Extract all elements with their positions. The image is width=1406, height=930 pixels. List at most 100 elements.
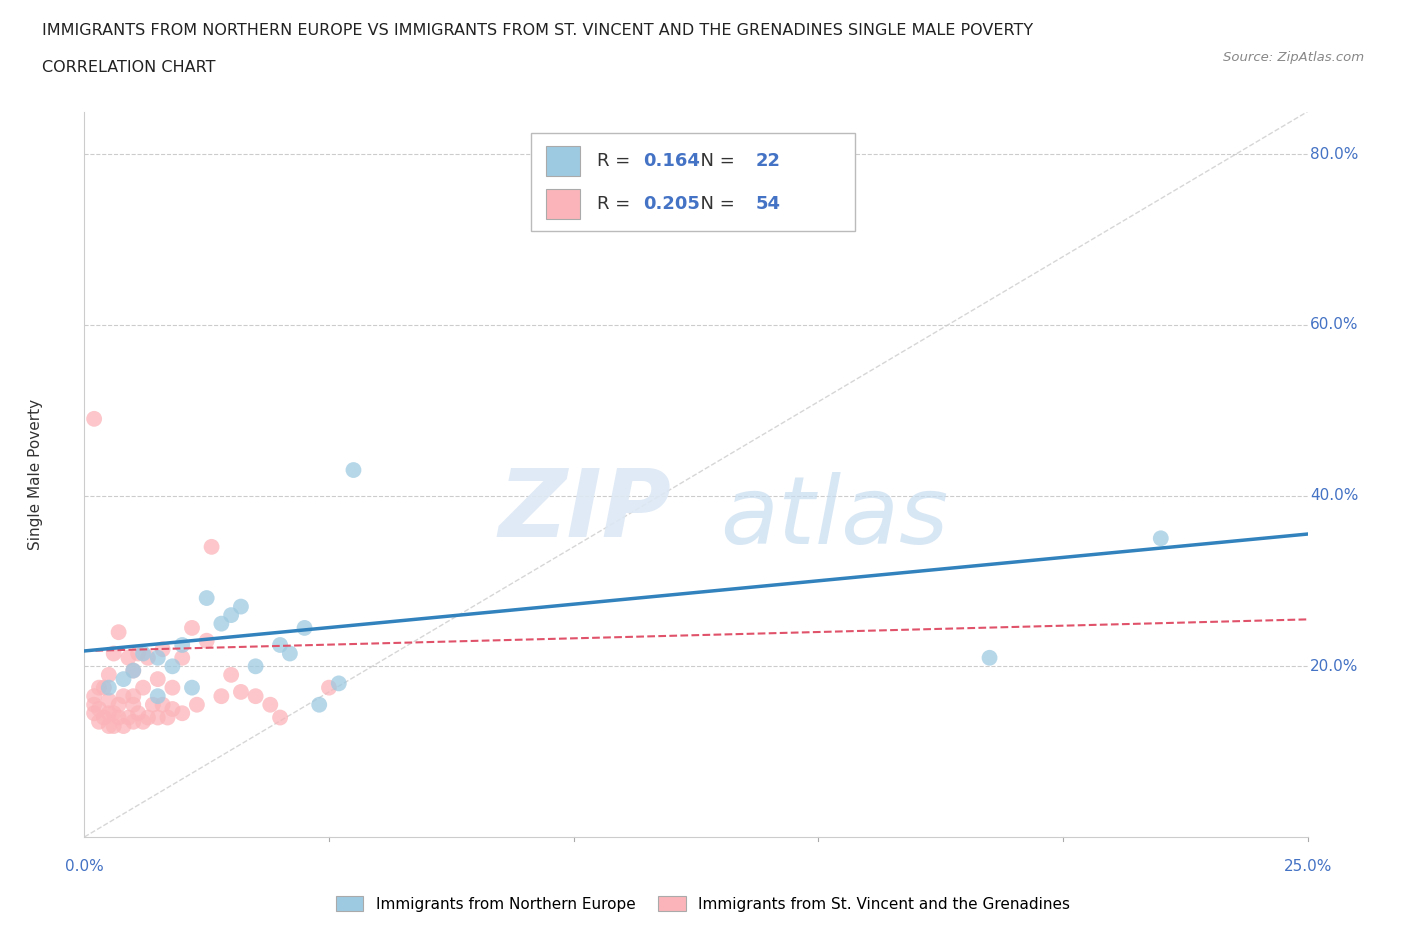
Bar xyxy=(546,189,579,219)
Point xyxy=(1150,531,1173,546)
Point xyxy=(136,711,159,725)
Text: 22: 22 xyxy=(756,152,780,170)
Point xyxy=(328,676,350,691)
Text: 25.0%: 25.0% xyxy=(1284,858,1331,874)
Point xyxy=(200,539,222,554)
Point xyxy=(136,650,159,665)
Point xyxy=(156,711,179,725)
Point xyxy=(219,668,242,683)
Point xyxy=(93,680,115,695)
Point xyxy=(269,711,291,725)
Point xyxy=(172,638,194,653)
Text: 54: 54 xyxy=(756,195,780,213)
Point xyxy=(146,711,169,725)
Point xyxy=(308,698,330,712)
Legend: Immigrants from Northern Europe, Immigrants from St. Vincent and the Grenadines: Immigrants from Northern Europe, Immigra… xyxy=(330,890,1076,918)
Point xyxy=(127,646,149,661)
Text: Source: ZipAtlas.com: Source: ZipAtlas.com xyxy=(1223,51,1364,64)
Point xyxy=(117,650,139,665)
Point xyxy=(269,638,291,653)
Point xyxy=(318,680,340,695)
Point xyxy=(97,706,120,721)
Text: 20.0%: 20.0% xyxy=(1310,658,1358,674)
Point xyxy=(229,599,252,614)
Point xyxy=(122,698,145,712)
Point xyxy=(112,719,135,734)
Point xyxy=(117,711,139,725)
Point xyxy=(132,646,155,661)
Point xyxy=(87,680,110,695)
Point xyxy=(122,663,145,678)
Text: R =: R = xyxy=(598,195,636,213)
Point xyxy=(83,698,105,712)
Text: N =: N = xyxy=(689,195,740,213)
Point xyxy=(245,689,267,704)
Point xyxy=(172,706,194,721)
Point xyxy=(103,719,125,734)
Text: atlas: atlas xyxy=(720,472,949,564)
Point xyxy=(181,620,204,635)
Point xyxy=(87,701,110,716)
Point xyxy=(152,698,174,712)
Point xyxy=(107,625,129,640)
Point xyxy=(186,698,208,712)
Point xyxy=(181,680,204,695)
Text: ZIP: ZIP xyxy=(499,465,672,556)
Bar xyxy=(546,146,579,176)
Point xyxy=(97,719,120,734)
Point xyxy=(107,711,129,725)
Point xyxy=(195,591,218,605)
Point xyxy=(97,693,120,708)
Point xyxy=(107,698,129,712)
Text: 0.205: 0.205 xyxy=(644,195,700,213)
Point xyxy=(162,680,184,695)
Point xyxy=(162,658,184,673)
Point xyxy=(195,633,218,648)
Point xyxy=(103,646,125,661)
Point xyxy=(97,680,120,695)
Point xyxy=(146,671,169,686)
Point xyxy=(132,714,155,729)
Point xyxy=(93,711,115,725)
Text: 60.0%: 60.0% xyxy=(1310,317,1358,332)
Point xyxy=(83,411,105,426)
Point xyxy=(142,698,165,712)
Text: 80.0%: 80.0% xyxy=(1310,147,1358,162)
Point xyxy=(172,650,194,665)
Point xyxy=(294,620,316,635)
Point xyxy=(979,650,1001,665)
Text: R =: R = xyxy=(598,152,636,170)
Text: 0.164: 0.164 xyxy=(644,152,700,170)
Point xyxy=(245,658,267,673)
Point xyxy=(146,689,169,704)
Point xyxy=(87,714,110,729)
Point xyxy=(127,706,149,721)
Point xyxy=(259,698,281,712)
Point xyxy=(122,663,145,678)
Point xyxy=(103,706,125,721)
Text: N =: N = xyxy=(689,152,740,170)
Point xyxy=(278,646,301,661)
Point xyxy=(83,706,105,721)
Point xyxy=(122,689,145,704)
Text: Single Male Poverty: Single Male Poverty xyxy=(28,399,44,550)
Point xyxy=(342,462,364,477)
FancyBboxPatch shape xyxy=(531,133,855,232)
Text: 40.0%: 40.0% xyxy=(1310,488,1358,503)
Point xyxy=(122,714,145,729)
Point xyxy=(132,680,155,695)
Point xyxy=(112,671,135,686)
Point xyxy=(146,650,169,665)
Point xyxy=(162,701,184,716)
Point xyxy=(97,668,120,683)
Point xyxy=(112,689,135,704)
Point xyxy=(209,689,232,704)
Text: 0.0%: 0.0% xyxy=(65,858,104,874)
Point xyxy=(219,607,242,622)
Text: CORRELATION CHART: CORRELATION CHART xyxy=(42,60,215,75)
Text: IMMIGRANTS FROM NORTHERN EUROPE VS IMMIGRANTS FROM ST. VINCENT AND THE GRENADINE: IMMIGRANTS FROM NORTHERN EUROPE VS IMMIG… xyxy=(42,23,1033,38)
Point xyxy=(229,684,252,699)
Point xyxy=(209,617,232,631)
Point xyxy=(83,689,105,704)
Point xyxy=(152,642,174,657)
